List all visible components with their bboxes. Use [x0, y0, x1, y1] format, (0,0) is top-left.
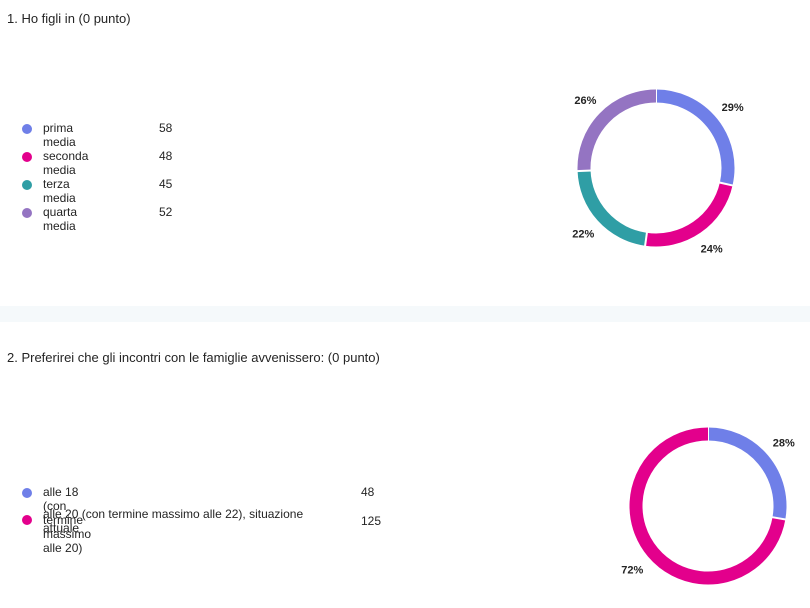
- slice-separator: [771, 516, 787, 521]
- slice-separator: [718, 181, 734, 187]
- legend-count: 52: [159, 205, 173, 219]
- question-1-section: 1. Ho figli in (0 punto) prima media 58 …: [7, 11, 744, 256]
- question-2-title: 2. Preferirei che gli incontri con le fa…: [7, 350, 380, 365]
- donut-slice-seconda-media[interactable]: [645, 182, 733, 247]
- legend-count: 48: [159, 149, 173, 163]
- slice-percent-label: 28%: [773, 437, 795, 449]
- question-1-title: 1. Ho figli in (0 punto): [7, 11, 131, 26]
- legend-count: 125: [361, 514, 382, 528]
- legend-dot: [22, 152, 32, 162]
- donut-slice-terza-media[interactable]: [577, 170, 648, 246]
- legend-dot: [22, 124, 32, 134]
- donut-slice-alle-20-con-termine-massimo-alle-22-situazione-attuale[interactable]: [629, 427, 786, 585]
- legend-label: alle 20 (con termine massimo alle 22), s…: [43, 507, 304, 535]
- legend-dot: [22, 208, 32, 218]
- legend-count: 58: [159, 121, 173, 135]
- legend-count: 45: [159, 177, 173, 191]
- question-2-section: 2. Preferirei che gli incontri con le fa…: [0, 322, 810, 608]
- legend-label: seconda media: [43, 149, 89, 177]
- donut-slice-alle-18-con-termine-massimo-alle-20[interactable]: [707, 427, 787, 520]
- legend-dot: [22, 180, 32, 190]
- legend-label: terza media: [43, 177, 76, 205]
- slice-percent-label: 24%: [701, 244, 723, 256]
- legend-dot: [22, 515, 32, 525]
- donut-slice-quarta-media[interactable]: [577, 89, 657, 172]
- legend-dot: [22, 488, 32, 498]
- question-1-donut-chart: 29% 24% 22% 26%: [572, 88, 744, 256]
- donut-slice-prima-media[interactable]: [655, 89, 735, 186]
- slice-percent-label: 22%: [572, 229, 594, 241]
- slice-separator: [576, 169, 592, 173]
- legend-label: alle 18 (con termine massimo alle 20): [43, 485, 92, 555]
- slice-percent-label: 29%: [722, 102, 744, 114]
- section-divider: [0, 306, 810, 322]
- slice-percent-label: 72%: [621, 565, 643, 577]
- slice-percent-label: 26%: [574, 95, 596, 107]
- slice-separator: [643, 231, 649, 247]
- question-2-donut-chart: 28% 72%: [621, 426, 795, 585]
- legend-count: 48: [361, 485, 375, 499]
- legend-label: prima media: [43, 121, 76, 149]
- legend-label: quarta media: [43, 205, 78, 233]
